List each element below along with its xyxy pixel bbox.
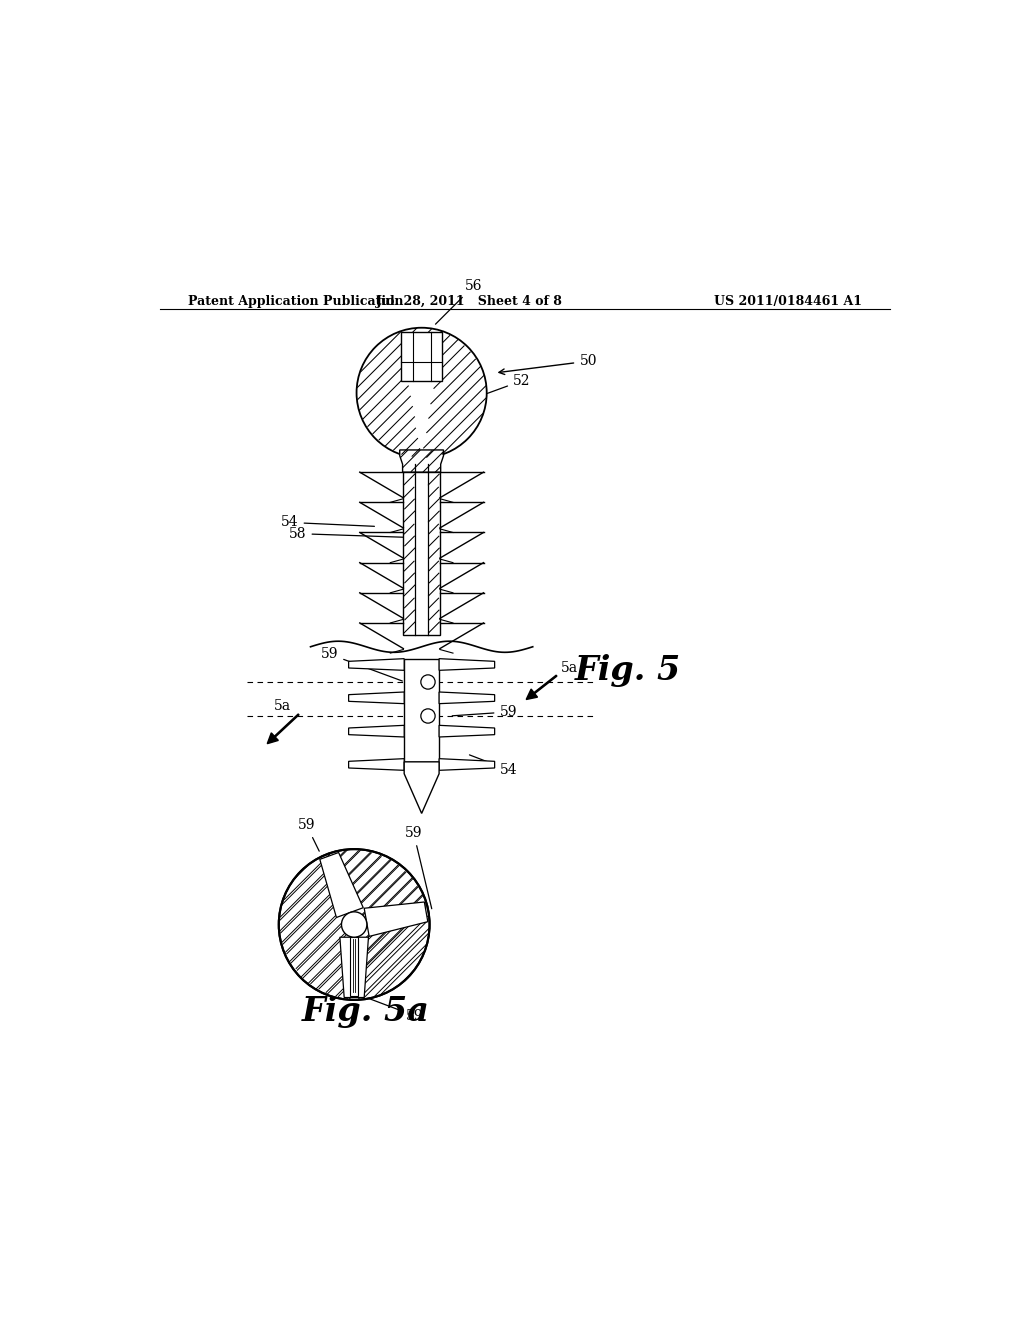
Text: Fig. 5: Fig. 5 — [574, 655, 681, 688]
FancyArrow shape — [267, 714, 299, 743]
Text: 58: 58 — [289, 527, 413, 541]
Bar — [404, 659, 439, 762]
Text: 59: 59 — [321, 647, 402, 681]
Polygon shape — [439, 725, 495, 737]
Circle shape — [421, 675, 435, 689]
Text: 59: 59 — [404, 826, 432, 908]
Circle shape — [341, 912, 367, 937]
Polygon shape — [348, 692, 404, 704]
Text: Fig. 5a: Fig. 5a — [302, 995, 430, 1028]
Circle shape — [421, 709, 435, 723]
Text: 58: 58 — [360, 945, 423, 964]
Text: 5a: 5a — [560, 661, 578, 676]
Circle shape — [279, 849, 430, 1001]
Bar — [401, 331, 442, 381]
Polygon shape — [319, 853, 364, 917]
Polygon shape — [365, 902, 428, 936]
Polygon shape — [348, 725, 404, 737]
Text: 52: 52 — [470, 374, 530, 400]
Text: 54: 54 — [469, 755, 517, 776]
Polygon shape — [348, 659, 404, 671]
Bar — [350, 937, 358, 997]
Text: 59: 59 — [298, 818, 319, 851]
Text: 56: 56 — [435, 279, 482, 325]
Polygon shape — [404, 762, 439, 813]
Circle shape — [356, 327, 486, 458]
Text: Jul. 28, 2011   Sheet 4 of 8: Jul. 28, 2011 Sheet 4 of 8 — [376, 296, 562, 308]
Polygon shape — [439, 692, 495, 704]
Text: 59: 59 — [365, 997, 423, 1023]
Polygon shape — [340, 937, 369, 998]
Polygon shape — [348, 759, 404, 771]
Text: US 2011/0184461 A1: US 2011/0184461 A1 — [714, 296, 862, 308]
FancyArrow shape — [526, 675, 557, 700]
Polygon shape — [439, 659, 495, 671]
Text: 5a: 5a — [274, 698, 291, 713]
Polygon shape — [399, 450, 443, 473]
Text: Patent Application Publication: Patent Application Publication — [187, 296, 403, 308]
Text: 54: 54 — [281, 515, 375, 529]
Text: 50: 50 — [581, 354, 598, 368]
Polygon shape — [439, 759, 495, 771]
Text: 59: 59 — [453, 705, 517, 719]
Bar — [403, 473, 440, 635]
